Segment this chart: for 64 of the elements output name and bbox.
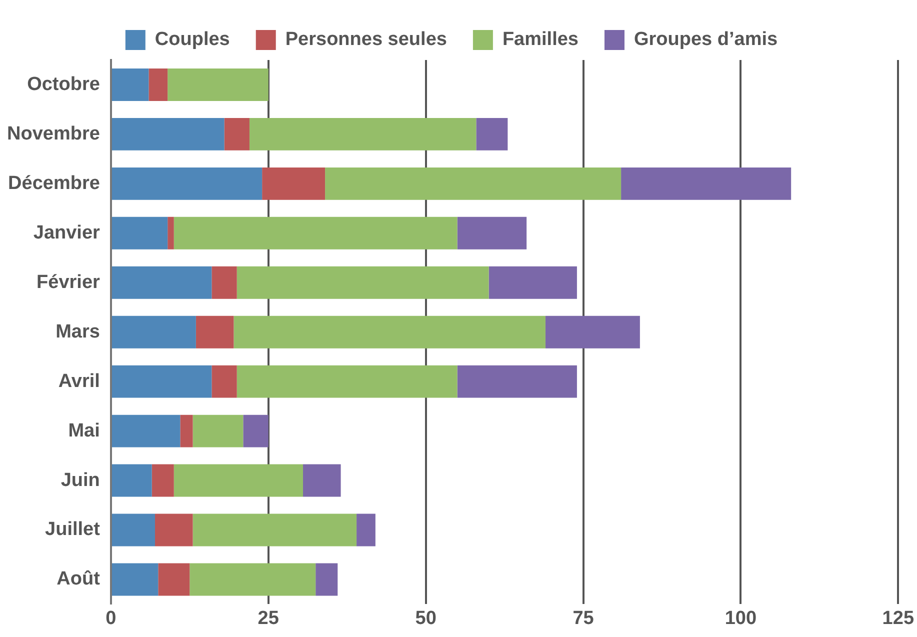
bar	[112, 464, 152, 497]
bar	[112, 118, 224, 150]
bar	[112, 68, 149, 101]
x-tick-label: 100	[724, 608, 757, 629]
x-tick-label: 0	[106, 608, 116, 629]
bar	[112, 563, 158, 596]
bar	[112, 266, 212, 299]
bar	[236, 365, 458, 398]
y-tick-label: Février	[36, 272, 101, 293]
bar	[236, 266, 489, 299]
legend-label: Groupes d’amis	[634, 29, 778, 50]
bar	[112, 414, 180, 448]
x-tick-label: 75	[572, 608, 594, 629]
x-tick-label: 125	[882, 608, 914, 629]
bar	[234, 316, 546, 348]
bar	[192, 414, 244, 448]
bar	[212, 266, 237, 299]
bar	[196, 316, 234, 348]
y-tick-label: Mai	[68, 420, 100, 442]
bar	[174, 464, 304, 497]
y-tick-label: Juillet	[45, 519, 101, 540]
bar	[212, 365, 237, 398]
bar	[148, 68, 168, 101]
bar	[488, 266, 577, 299]
bar	[112, 167, 262, 200]
y-tick-label: Août	[56, 568, 101, 590]
bar	[316, 563, 338, 596]
y-tick-label: Décembre	[8, 172, 100, 194]
legend-label: Couples	[154, 29, 230, 50]
bar	[155, 514, 193, 546]
y-tick-label: Juin	[60, 470, 100, 491]
bar	[112, 365, 212, 398]
bar	[168, 216, 174, 250]
y-tick-label: Avril	[58, 370, 100, 392]
bar	[356, 514, 376, 546]
bar	[325, 167, 622, 200]
y-tick-label: Mars	[56, 321, 100, 342]
bar	[303, 464, 341, 497]
bar	[158, 563, 190, 596]
y-tick-label: Octobre	[27, 74, 100, 95]
bar	[457, 365, 577, 398]
y-tick-label: Novembre	[7, 123, 100, 144]
bar	[249, 118, 476, 150]
x-tick-label: 25	[258, 608, 280, 629]
bar	[476, 118, 508, 150]
y-tick-label: Janvier	[33, 222, 101, 244]
bar	[152, 464, 174, 497]
bar	[262, 167, 326, 200]
legend-label: Personnes seules	[285, 29, 447, 50]
bar	[545, 316, 640, 348]
bar	[192, 514, 357, 546]
legend-label: Familles	[502, 29, 578, 50]
bar	[621, 167, 792, 200]
bar	[224, 118, 250, 150]
bar	[190, 563, 316, 596]
bar	[168, 68, 268, 101]
bar	[457, 216, 527, 250]
bar	[174, 216, 458, 250]
bar	[112, 514, 156, 546]
bar	[180, 414, 193, 448]
bar	[112, 316, 196, 348]
x-tick-label: 50	[415, 608, 436, 629]
bar	[112, 216, 168, 250]
bar	[243, 414, 268, 448]
